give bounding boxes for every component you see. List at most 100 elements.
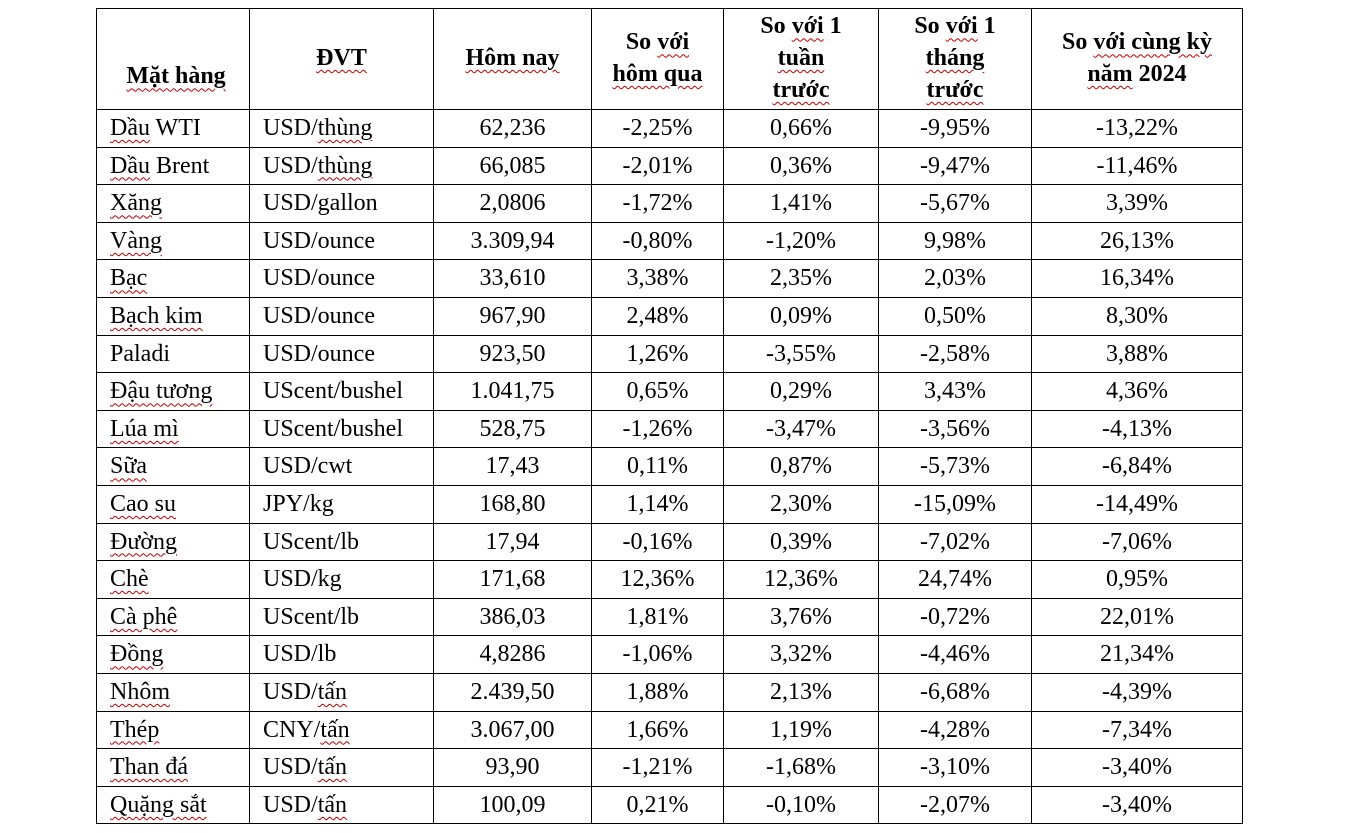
unit-of-measure: USD/thùng — [249, 109, 434, 148]
vs-month-value: 0,50% — [878, 296, 1032, 336]
spellcheck-flagged-text: trước — [926, 76, 984, 103]
table-row: Lúa mì UScent/bushel 528,75 -1,26% -3,47% -3,… — [96, 409, 1243, 449]
commodity-name: Cà phê — [96, 597, 250, 637]
text-segment: 1 — [977, 13, 996, 40]
vs-yesterday-value: 3,38% — [591, 259, 724, 298]
unit-of-measure: USD/kg — [249, 560, 434, 599]
today-value: 168,80 — [433, 484, 592, 524]
vs-yesterday-value: -1,26% — [591, 409, 724, 449]
spellcheck-flagged-text: tấn — [317, 679, 348, 705]
vs-year-value: 21,34% — [1031, 635, 1243, 674]
vs-year-value: -7,06% — [1031, 522, 1243, 562]
spellcheck-flagged-text: thùng — [317, 115, 373, 142]
text-segment: JPY/kg — [263, 491, 334, 518]
vs-yesterday-value: 1,26% — [591, 334, 724, 374]
text-segment: USD/ — [263, 791, 318, 818]
commodity-name: Sữa — [96, 447, 250, 486]
vs-yesterday-value: 1,81% — [591, 597, 724, 637]
spellcheck-flagged-text: tấn — [317, 754, 348, 781]
spellcheck-flagged-text: với — [657, 29, 690, 56]
column-header-so-voi-cung-ky-2024: So với cùng kỳ năm 2024 — [1031, 8, 1243, 110]
vs-yesterday-value: -0,16% — [591, 522, 724, 562]
vs-week-value: 3,76% — [723, 597, 879, 637]
spellcheck-flagged-text: với — [945, 13, 978, 40]
text-segment: USD/cwt — [263, 453, 353, 480]
spellcheck-flagged-text: Mặt hàng — [126, 63, 226, 90]
vs-yesterday-value: 0,21% — [591, 785, 724, 825]
commodity-name: Bạc — [96, 259, 250, 298]
table-row: Thép CNY/tấn 3.067,00 1,66% 1,19% -4,28% -7,34… — [96, 710, 1243, 750]
vs-year-value: -14,49% — [1031, 484, 1243, 524]
today-value: 2,0806 — [433, 184, 592, 223]
column-header-hom-nay: Hôm nay — [433, 8, 592, 110]
spellcheck-flagged-text: Chè — [110, 566, 149, 593]
text-segment: UScent/lb — [263, 603, 359, 630]
commodity-name: Lúa mì — [96, 409, 250, 449]
text-segment: So — [1061, 29, 1094, 56]
spellcheck-flagged-text: năm — [1087, 61, 1133, 87]
vs-week-value: -1,20% — [723, 221, 879, 261]
table-row: Sữa USD/cwt 17,43 0,11% 0,87% -5,73% -6,84% — [96, 447, 1243, 486]
vs-week-value: 0,09% — [723, 296, 879, 336]
vs-week-value: -3,47% — [723, 409, 879, 449]
table-row: Đường UScent/lb 17,94 -0,16% 0,39% -7,02% -7,0… — [96, 522, 1243, 562]
commodity-name: Bạch kim — [96, 296, 250, 336]
today-value: 1.041,75 — [433, 372, 592, 411]
vs-week-value: 0,36% — [723, 146, 879, 186]
vs-month-value: 2,03% — [878, 259, 1032, 298]
spellcheck-flagged-text: trước — [772, 76, 830, 103]
spellcheck-flagged-text: thùng — [317, 152, 373, 179]
unit-of-measure: USD/thùng — [249, 146, 434, 186]
commodity-name: Quặng sắt — [96, 785, 250, 825]
vs-week-value: -3,55% — [723, 334, 879, 374]
spellcheck-flagged-text: Đồng — [110, 641, 164, 668]
vs-year-value: -4,39% — [1031, 672, 1243, 712]
vs-year-value: -3,40% — [1031, 748, 1243, 787]
vs-year-value: -11,46% — [1031, 146, 1243, 186]
spellcheck-flagged-text: Bạc — [110, 265, 148, 292]
vs-month-value: -15,09% — [878, 484, 1032, 524]
vs-month-value: -5,73% — [878, 447, 1032, 486]
spellcheck-flagged-text: Cà phê — [110, 603, 178, 630]
spellcheck-flagged-text: tháng — [925, 45, 985, 72]
table-body: Dầu WTI USD/thùng 62,236 -2,25% 0,66% -9,95% -… — [96, 109, 1243, 825]
vs-week-value: 2,30% — [723, 484, 879, 524]
today-value: 967,90 — [433, 296, 592, 336]
unit-of-measure: USD/tấn — [249, 748, 434, 787]
vs-yesterday-value: 1,66% — [591, 710, 724, 750]
text-segment: 1 — [823, 13, 842, 40]
today-value: 93,90 — [433, 748, 592, 787]
table-row: Bạch kim USD/ounce 967,90 2,48% 0,09% 0,50% 8,… — [96, 296, 1243, 336]
table-row: Chè USD/kg 171,68 12,36% 12,36% 24,74% 0,95% — [96, 560, 1243, 599]
table-row: Đồng USD/lb 4,8286 -1,06% 3,32% -4,46% 21,34% — [96, 635, 1243, 674]
column-header-so-voi-hom-qua: So với hôm qua — [591, 8, 724, 110]
commodity-name: Thép — [96, 710, 250, 750]
today-value: 2.439,50 — [433, 672, 592, 712]
unit-of-measure: USD/ounce — [249, 259, 434, 298]
unit-of-measure: USD/ounce — [249, 221, 434, 261]
unit-of-measure: CNY/tấn — [249, 710, 434, 750]
unit-of-measure: USD/ounce — [249, 296, 434, 336]
commodity-name: Nhôm — [96, 672, 250, 712]
vs-year-value: -4,13% — [1031, 409, 1243, 449]
today-value: 33,610 — [433, 259, 592, 298]
vs-month-value: -4,28% — [878, 710, 1032, 750]
table-row: Than đá USD/tấn 93,90 -1,21% -1,68% -3,10% -3,… — [96, 748, 1243, 787]
unit-of-measure: UScent/bushel — [249, 409, 434, 449]
spellcheck-flagged-text: Nhôm — [110, 679, 170, 705]
vs-year-value: -7,34% — [1031, 710, 1243, 750]
today-value: 923,50 — [433, 334, 592, 374]
today-value: 528,75 — [433, 409, 592, 449]
spellcheck-flagged-text: với cùng kỳ — [1093, 29, 1212, 56]
commodity-name: Đồng — [96, 635, 250, 674]
spellcheck-flagged-text: Sữa — [110, 453, 148, 480]
unit-of-measure: USD/gallon — [249, 184, 434, 223]
commodity-name: Xăng — [96, 184, 250, 223]
text-segment: So — [914, 13, 946, 40]
spellcheck-flagged-text: Vàng — [110, 227, 162, 254]
unit-of-measure: USD/ounce — [249, 334, 434, 374]
text-segment: USD/gallon — [263, 190, 378, 217]
table-row: Bạc USD/ounce 33,610 3,38% 2,35% 2,03% 16,34% — [96, 259, 1243, 298]
text-segment: USD/ — [263, 115, 318, 142]
text-segment: Paladi — [110, 340, 170, 367]
